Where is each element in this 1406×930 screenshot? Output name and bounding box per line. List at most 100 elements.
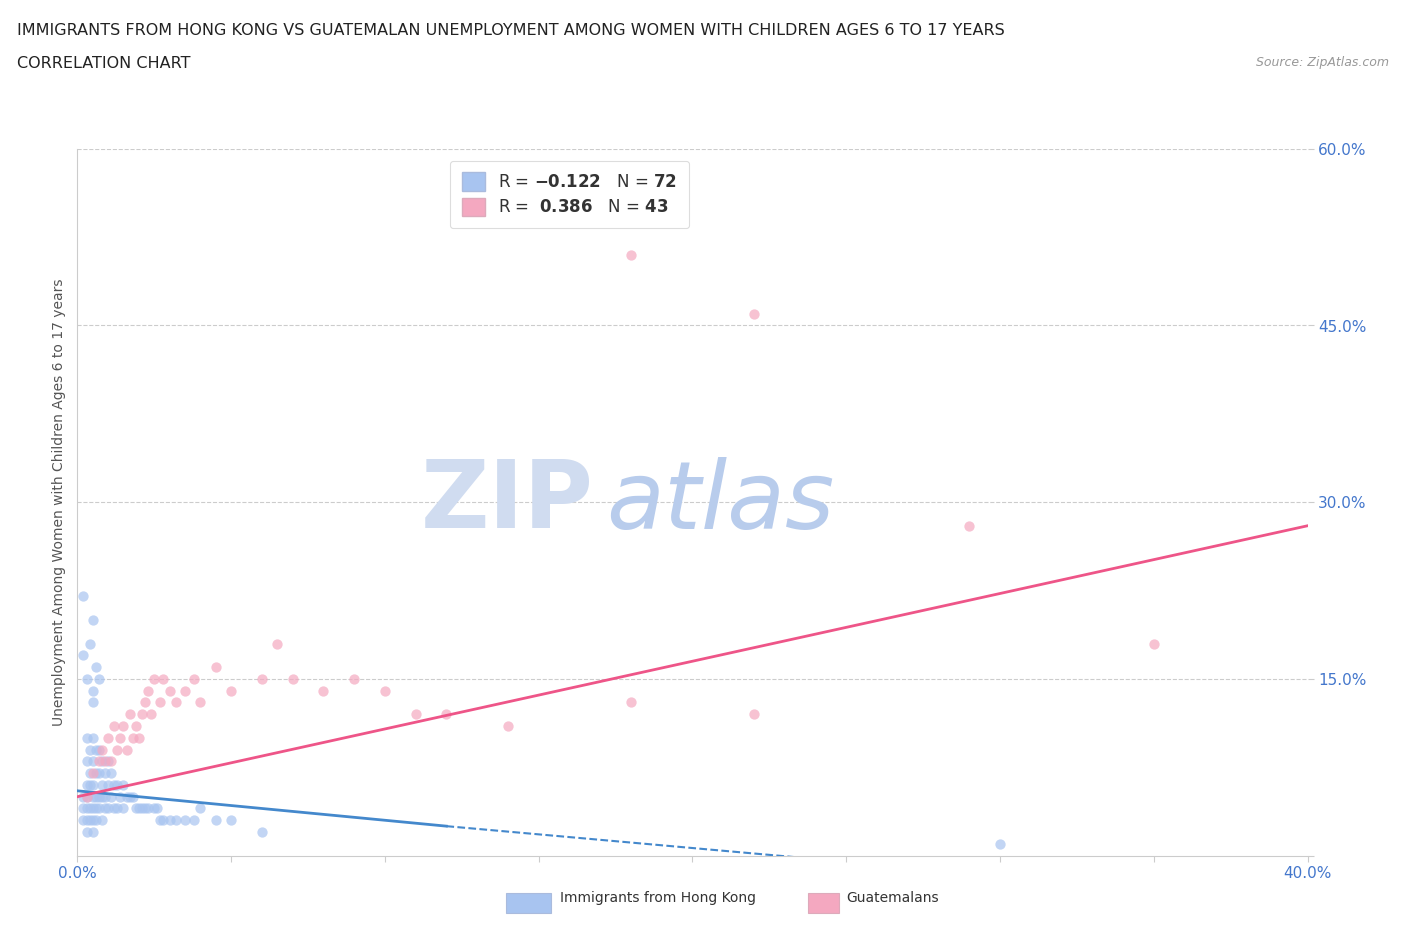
Point xyxy=(131,801,153,816)
Point xyxy=(136,801,159,816)
Point xyxy=(134,695,156,710)
Point xyxy=(84,659,107,674)
Point xyxy=(1143,636,1166,651)
Point xyxy=(82,613,104,628)
Point xyxy=(742,306,765,321)
Point xyxy=(125,719,148,734)
Point xyxy=(82,684,104,698)
Point xyxy=(103,719,125,734)
Point xyxy=(79,801,101,816)
Point xyxy=(79,777,101,792)
Point xyxy=(72,648,94,663)
Point xyxy=(87,671,110,686)
Point xyxy=(90,790,114,804)
Point xyxy=(84,742,107,757)
Point xyxy=(94,765,117,780)
Point xyxy=(110,790,132,804)
Point xyxy=(82,777,104,792)
Point xyxy=(152,813,174,828)
Point xyxy=(72,790,94,804)
Point xyxy=(183,813,205,828)
Point xyxy=(281,671,304,686)
Point xyxy=(152,671,174,686)
Point xyxy=(149,813,172,828)
Point xyxy=(159,813,181,828)
Point xyxy=(183,671,205,686)
Point xyxy=(143,801,166,816)
Point xyxy=(76,790,98,804)
Point xyxy=(97,754,120,769)
Text: CORRELATION CHART: CORRELATION CHART xyxy=(17,56,190,71)
Point xyxy=(100,790,122,804)
Point xyxy=(115,790,138,804)
Point xyxy=(620,695,643,710)
Point xyxy=(82,730,104,745)
Point xyxy=(110,730,132,745)
Point xyxy=(94,754,117,769)
Point xyxy=(105,801,128,816)
Legend: R = $\mathbf{-0.122}$   N = $\mathbf{72}$, R =  $\mathbf{0.386}$   N = $\mathbf{: R = $\mathbf{-0.122}$ N = $\mathbf{72}$,… xyxy=(450,161,689,228)
Point xyxy=(105,742,128,757)
Point xyxy=(742,707,765,722)
Point xyxy=(105,777,128,792)
Point xyxy=(103,801,125,816)
Point xyxy=(957,518,980,533)
Point xyxy=(76,801,98,816)
Point xyxy=(76,825,98,840)
Point xyxy=(84,790,107,804)
Point xyxy=(405,707,427,722)
Text: atlas: atlas xyxy=(606,457,835,548)
Point xyxy=(188,801,212,816)
Point xyxy=(146,801,169,816)
Point xyxy=(90,813,114,828)
Point xyxy=(204,813,226,828)
Point xyxy=(149,695,172,710)
Point xyxy=(79,742,101,757)
Point xyxy=(82,790,104,804)
Point xyxy=(82,754,104,769)
Point xyxy=(134,801,156,816)
Point xyxy=(121,790,143,804)
Point xyxy=(188,695,212,710)
Point xyxy=(174,684,197,698)
Point xyxy=(219,813,242,828)
Point xyxy=(118,790,141,804)
Point xyxy=(159,684,181,698)
Point xyxy=(112,801,135,816)
Point xyxy=(94,790,117,804)
Point xyxy=(97,777,120,792)
Point xyxy=(90,742,114,757)
Text: Source: ZipAtlas.com: Source: ZipAtlas.com xyxy=(1256,56,1389,69)
Point xyxy=(82,813,104,828)
Point xyxy=(82,801,104,816)
Point xyxy=(128,801,150,816)
Point xyxy=(87,754,110,769)
Point xyxy=(165,813,187,828)
Point xyxy=(87,742,110,757)
Point xyxy=(266,636,288,651)
Point xyxy=(76,754,98,769)
Point xyxy=(72,589,94,604)
Point xyxy=(118,707,141,722)
Point xyxy=(436,707,458,722)
Point xyxy=(112,777,135,792)
Point xyxy=(131,707,153,722)
Point xyxy=(204,659,226,674)
Point xyxy=(76,813,98,828)
Point xyxy=(97,730,120,745)
Point xyxy=(121,730,143,745)
Point xyxy=(128,730,150,745)
Point xyxy=(94,801,117,816)
Point xyxy=(97,801,120,816)
Point xyxy=(72,813,94,828)
Point xyxy=(84,765,107,780)
Point xyxy=(125,801,148,816)
Point xyxy=(250,671,273,686)
Point xyxy=(76,671,98,686)
Point xyxy=(82,695,104,710)
Point xyxy=(219,684,242,698)
Point xyxy=(100,754,122,769)
Point xyxy=(103,777,125,792)
Point xyxy=(79,636,101,651)
Point xyxy=(141,707,163,722)
